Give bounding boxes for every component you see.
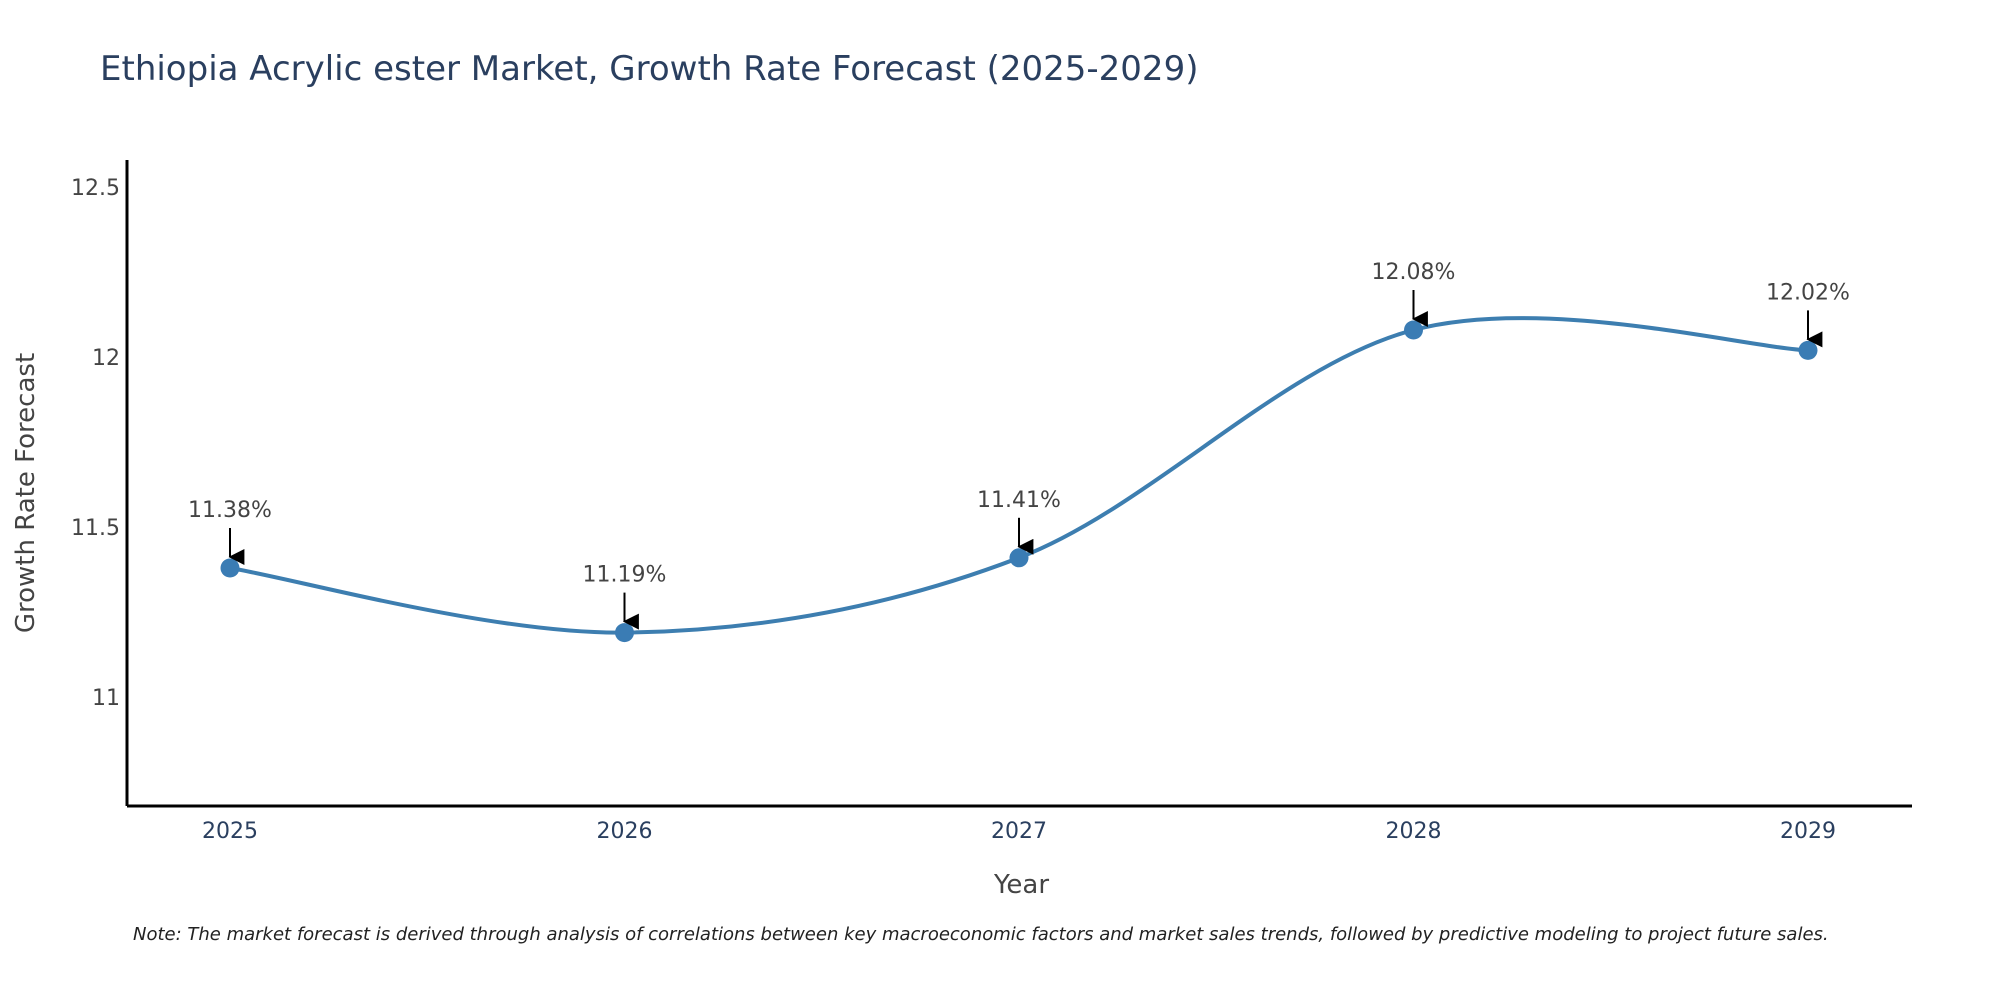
data-label: 11.38% bbox=[188, 498, 272, 523]
data-label: 11.41% bbox=[977, 488, 1061, 513]
data-annotations: 11.38% 11.19% 11.41% 12.08% 12.02% bbox=[188, 260, 1850, 630]
data-label: 12.02% bbox=[1766, 280, 1850, 305]
footnote: Note: The market forecast is derived thr… bbox=[133, 924, 1829, 945]
y-tick-label: 11 bbox=[92, 686, 120, 711]
data-label: 12.08% bbox=[1372, 260, 1456, 285]
x-tick-label: 2029 bbox=[1780, 819, 1836, 844]
y-tick-label: 12 bbox=[92, 346, 120, 371]
y-axis-title: Growth Rate Forecast bbox=[11, 353, 41, 633]
data-point bbox=[615, 623, 634, 643]
y-tick-label: 12.5 bbox=[71, 176, 120, 201]
data-point bbox=[1009, 548, 1029, 568]
data-markers bbox=[220, 320, 1818, 643]
data-point bbox=[1798, 340, 1818, 360]
x-tick-label: 2026 bbox=[597, 819, 653, 844]
x-axis-ticks: 2025 2026 2027 2028 2029 bbox=[202, 819, 1836, 844]
x-tick-label: 2028 bbox=[1386, 819, 1442, 844]
x-axis-title: Year bbox=[993, 870, 1049, 900]
data-label: 11.19% bbox=[583, 563, 667, 588]
x-tick-label: 2027 bbox=[991, 819, 1047, 844]
chart-title: Ethiopia Acrylic ester Market, Growth Ra… bbox=[100, 49, 1198, 89]
x-tick-label: 2025 bbox=[202, 819, 258, 844]
series-line bbox=[229, 316, 1809, 635]
data-point bbox=[220, 558, 240, 578]
y-axis-ticks: 11 11.5 12 12.5 bbox=[71, 176, 120, 711]
y-tick-label: 11.5 bbox=[71, 516, 120, 541]
data-point bbox=[1404, 320, 1423, 340]
